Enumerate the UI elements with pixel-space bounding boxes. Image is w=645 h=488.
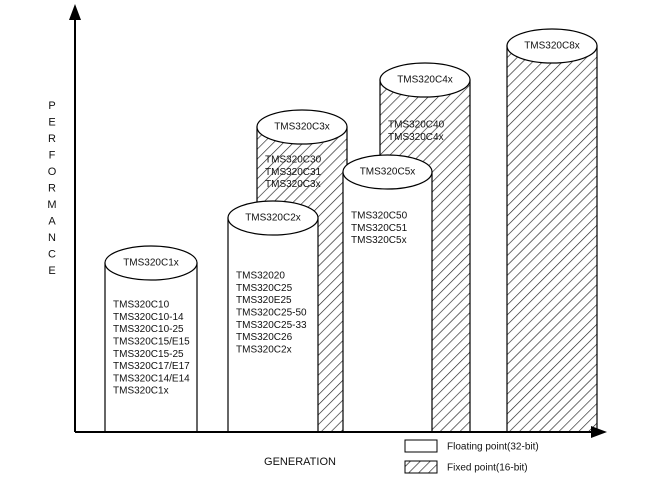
cylinder-item: TMS320C25 bbox=[236, 283, 293, 294]
cylinder-top bbox=[506, 28, 598, 64]
y-axis-title: PERFORMANCE bbox=[46, 100, 58, 282]
cylinder-item: TMS320C10 bbox=[113, 300, 170, 311]
cylinder-title: TMS320C2x bbox=[245, 213, 301, 224]
cylinder-item: TMS320C25-33 bbox=[236, 320, 307, 331]
cylinder-item: TMS320C3x bbox=[265, 179, 321, 190]
cylinder-top bbox=[227, 200, 319, 236]
cylinder-item: TMS320C1x bbox=[113, 386, 169, 397]
cylinder-item: TMS320C15-25 bbox=[113, 349, 184, 360]
cylinder-top bbox=[342, 154, 433, 190]
cylinder-item: TMS320C17/E17 bbox=[113, 361, 190, 372]
cylinder-top bbox=[256, 109, 348, 145]
cylinder-item: TMS320C30 bbox=[265, 155, 322, 166]
cylinder-item: TMS320C50 bbox=[351, 211, 408, 222]
cylinder-item: TMS320C25-50 bbox=[236, 308, 307, 319]
cylinder-top bbox=[379, 62, 471, 98]
cylinder-item: TMS320C15/E15 bbox=[113, 337, 190, 348]
cylinder-title: TMS320C5x bbox=[360, 167, 416, 178]
cylinder-item: TMS32020 bbox=[236, 271, 285, 282]
cylinder-item: TMS320C10-25 bbox=[113, 324, 184, 335]
cylinder-item: TMS320C31 bbox=[265, 167, 322, 178]
cylinder-title: TMS320C8x bbox=[524, 41, 580, 52]
legend-swatch bbox=[404, 460, 438, 474]
cylinder-body bbox=[506, 45, 598, 433]
y-axis-arrow bbox=[69, 4, 81, 20]
legend-label: Floating point(32-bit) bbox=[447, 442, 539, 453]
cylinder-item: TMS320C51 bbox=[351, 223, 408, 234]
x-axis-title: GENERATION bbox=[264, 456, 336, 468]
cylinder-item: TMS320C5x bbox=[351, 235, 407, 246]
cylinder-item: TMS320C10-14 bbox=[113, 312, 184, 323]
cylinder-title: TMS320C1x bbox=[123, 258, 179, 269]
cylinder-item: TMS320C4x bbox=[388, 132, 444, 143]
cylinder-top bbox=[104, 245, 198, 281]
cylinder-title: TMS320C4x bbox=[397, 75, 453, 86]
cylinder-item: TMS320C14/E14 bbox=[113, 373, 190, 384]
cylinder-item: TMS320C26 bbox=[236, 332, 293, 343]
legend-swatch bbox=[404, 439, 438, 453]
cylinder-title: TMS320C3x bbox=[274, 122, 330, 133]
cylinder-item: TMS320E25 bbox=[236, 295, 292, 306]
x-axis-arrow bbox=[591, 426, 607, 438]
cylinders: TMS320C3xTMS320C30TMS320C31TMS320C3xTMS3… bbox=[104, 28, 598, 433]
cylinder-item: TMS320C40 bbox=[388, 120, 445, 131]
legend-label: Fixed point(16-bit) bbox=[447, 463, 528, 474]
cylinder-item: TMS320C2x bbox=[236, 344, 292, 355]
